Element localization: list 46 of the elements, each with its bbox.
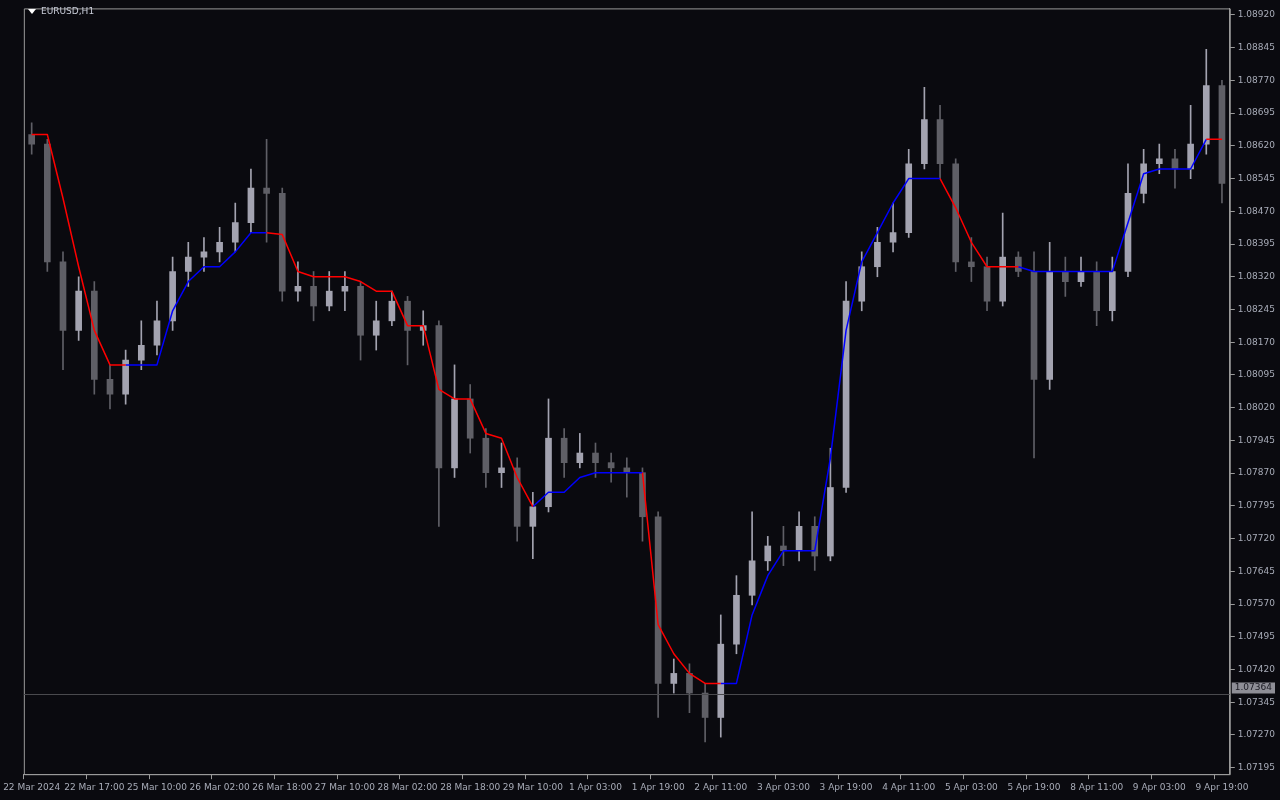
x-tick-label: 27 Mar 10:00 <box>314 781 376 792</box>
x-tick-label: 26 Mar 18:00 <box>252 781 313 792</box>
x-tick-label: 25 Mar 10:00 <box>126 781 188 792</box>
y-tick-label: 1.08020 <box>1237 402 1276 413</box>
x-tick-label: 3 Apr 19:00 <box>819 781 873 792</box>
x-tick-label: 5 Apr 19:00 <box>1007 781 1061 792</box>
y-tick-label: 1.08320 <box>1237 271 1276 282</box>
y-tick-label: 1.07495 <box>1237 631 1275 642</box>
y-tick-label: 1.07645 <box>1237 565 1275 576</box>
y-tick-label: 1.08920 <box>1237 9 1276 20</box>
y-tick-label: 1.07870 <box>1237 467 1276 478</box>
x-tick-label: 22 Mar 2024 <box>3 781 61 792</box>
y-tick-label: 1.08770 <box>1237 74 1276 85</box>
x-tick-label: 22 Mar 17:00 <box>64 781 125 792</box>
y-tick-label: 1.08170 <box>1237 336 1276 347</box>
y-tick-label: 1.08395 <box>1237 238 1275 249</box>
y-tick-label: 1.08095 <box>1237 369 1275 380</box>
x-tick-label: 8 Apr 11:00 <box>1070 781 1124 792</box>
x-tick-label: 29 Mar 10:00 <box>502 781 564 792</box>
y-tick-label: 1.07720 <box>1237 532 1276 543</box>
x-tick-label: 28 Mar 02:00 <box>377 781 438 792</box>
x-tick-label: 3 Apr 03:00 <box>756 781 811 792</box>
y-tick-label: 1.07270 <box>1237 729 1276 740</box>
x-tick-label: 5 Apr 03:00 <box>944 781 999 792</box>
y-tick-label: 1.07195 <box>1237 762 1275 772</box>
x-tick-label: 26 Mar 02:00 <box>189 781 250 792</box>
y-tick-label: 1.07795 <box>1237 500 1275 511</box>
y-tick-label: 1.08545 <box>1237 172 1275 183</box>
ref-line-label: 1.07364 <box>1234 682 1273 693</box>
y-tick-label: 1.07570 <box>1237 598 1276 609</box>
y-tick-label: 1.08470 <box>1237 205 1276 216</box>
x-tick-label: 1 Apr 19:00 <box>631 781 685 792</box>
x-tick-label: 28 Mar 18:00 <box>440 781 501 792</box>
y-tick-label: 1.07420 <box>1237 663 1276 674</box>
x-tick-label: 4 Apr 11:00 <box>882 781 936 792</box>
y-tick-label: 1.08245 <box>1237 303 1275 314</box>
x-tick-label: 2 Apr 11:00 <box>694 781 748 792</box>
y-tick-label: 1.07345 <box>1237 696 1275 707</box>
chart-title: EURUSD,H1 <box>41 6 95 16</box>
y-tick-label: 1.07945 <box>1237 434 1275 445</box>
y-tick-label: 1.08695 <box>1237 107 1275 118</box>
x-tick-label: 9 Apr 19:00 <box>1195 781 1249 792</box>
x-tick-label: 1 Apr 03:00 <box>569 781 623 792</box>
x-tick-label: 9 Apr 03:00 <box>1132 781 1187 792</box>
y-tick-label: 1.08845 <box>1237 42 1275 53</box>
y-tick-label: 1.08620 <box>1237 140 1276 151</box>
